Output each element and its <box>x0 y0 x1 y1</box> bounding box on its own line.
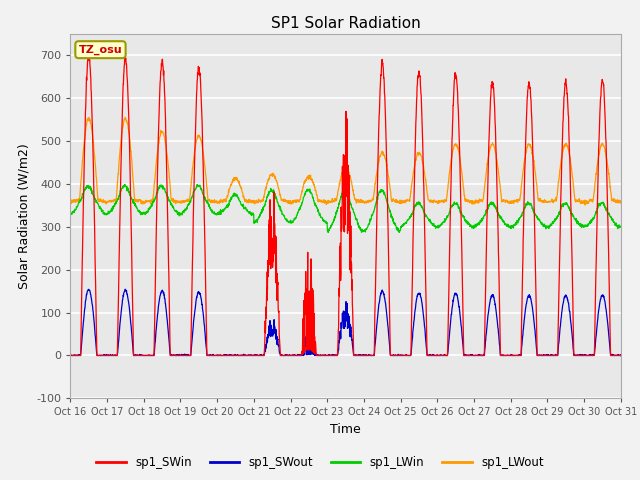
sp1_SWout <box>617 353 625 359</box>
sp1_SWin <box>374 176 381 181</box>
sp1_LWout <box>362 199 369 205</box>
sp1_LWin <box>584 222 592 228</box>
sp1_SWout <box>506 353 514 359</box>
sp1_LWout <box>374 165 381 170</box>
sp1_LWout <box>617 198 625 204</box>
sp1_SWin <box>362 353 369 359</box>
Y-axis label: Solar Radiation (W/m2): Solar Radiation (W/m2) <box>18 143 31 289</box>
sp1_SWout <box>584 353 592 359</box>
sp1_SWout <box>67 353 74 359</box>
sp1_SWin <box>506 353 513 359</box>
sp1_LWin <box>67 211 74 216</box>
sp1_LWin <box>569 211 577 217</box>
Text: TZ_osu: TZ_osu <box>79 45 122 55</box>
sp1_SWout <box>374 311 381 317</box>
sp1_SWin <box>584 353 591 359</box>
sp1_SWout <box>362 353 370 359</box>
sp1_LWout <box>122 115 129 120</box>
sp1_LWout <box>581 202 589 208</box>
sp1_LWin <box>506 224 514 229</box>
sp1_SWin <box>67 353 74 359</box>
Line: sp1_SWout: sp1_SWout <box>70 289 621 356</box>
sp1_LWin <box>362 227 369 233</box>
sp1_LWin <box>374 197 381 203</box>
sp1_SWin <box>84 51 92 57</box>
sp1_LWout <box>506 198 513 204</box>
Line: sp1_LWout: sp1_LWout <box>70 118 621 205</box>
Line: sp1_LWin: sp1_LWin <box>70 185 621 232</box>
sp1_LWout <box>584 200 592 205</box>
sp1_SWout <box>67 353 74 359</box>
sp1_LWin <box>220 206 228 212</box>
Line: sp1_SWin: sp1_SWin <box>70 54 621 356</box>
sp1_SWin <box>220 353 228 359</box>
sp1_SWin <box>568 277 576 283</box>
sp1_SWout <box>122 287 129 292</box>
X-axis label: Time: Time <box>330 423 361 436</box>
sp1_LWout <box>220 196 228 202</box>
sp1_LWin <box>121 182 129 188</box>
sp1_SWout <box>569 338 577 344</box>
Legend: sp1_SWin, sp1_SWout, sp1_LWin, sp1_LWout: sp1_SWin, sp1_SWout, sp1_LWin, sp1_LWout <box>92 452 548 474</box>
sp1_SWout <box>221 353 228 359</box>
sp1_LWout <box>568 174 576 180</box>
sp1_LWin <box>396 229 403 235</box>
sp1_LWin <box>617 224 625 230</box>
sp1_SWin <box>617 353 625 359</box>
Title: SP1 Solar Radiation: SP1 Solar Radiation <box>271 16 420 31</box>
sp1_LWout <box>67 201 74 206</box>
